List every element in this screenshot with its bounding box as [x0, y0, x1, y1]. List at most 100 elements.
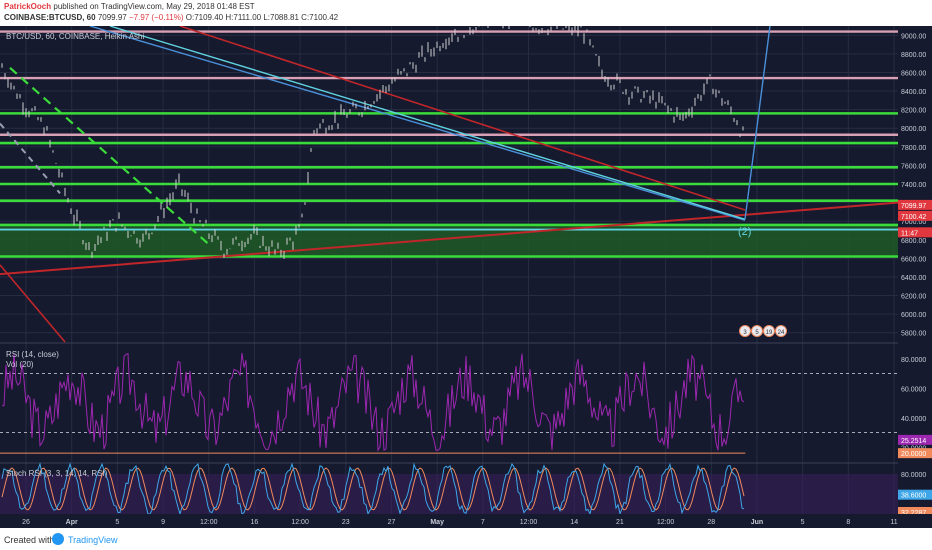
price-tick-label: 7800.00: [901, 145, 926, 152]
price-tick-label: 6000.00: [901, 312, 926, 319]
footer: Created with TradingView: [0, 528, 932, 550]
time-tick-label: 12:00: [291, 519, 309, 526]
stoch-band: [0, 474, 898, 514]
price-tag: [898, 199, 932, 210]
footer-created-with: Created with: [4, 535, 55, 545]
stoch-d-line: [1, 467, 745, 511]
time-tick-label: 5: [801, 519, 805, 526]
rsi-line: [1, 352, 745, 452]
tradingview-logo-icon: [52, 533, 64, 545]
price-tick-label: 6400.00: [901, 275, 926, 282]
event-icon: [739, 325, 751, 337]
main-pane-title: BTC/USD, 60, COINBASE, Heikin Ashi: [6, 32, 144, 41]
price-tick-label: 8200.00: [901, 108, 926, 115]
stoch-d-tag-label: 32.2287: [901, 510, 926, 517]
vol-tag-label: 20.0000: [901, 451, 926, 458]
rsi-tag-label: 25.2514: [901, 438, 926, 445]
author-name[interactable]: PatrickOoch: [4, 2, 52, 11]
rsi-pane-title: RSI (14, close): [6, 350, 59, 359]
stoch-tick-label: 80.0000: [901, 472, 926, 479]
red-downtrend-line: [179, 26, 746, 211]
stoch-rsi-pane: [1, 462, 745, 516]
event-icon-label: 19: [766, 330, 773, 336]
price-tick-label: 8000.00: [901, 126, 926, 133]
event-icon: [751, 325, 763, 337]
grey-dashed-line: [0, 122, 61, 194]
rsi-tick-label: 80.0000: [901, 357, 926, 364]
price-tick-label: 6200.00: [901, 294, 926, 301]
axis-background: [898, 26, 932, 514]
price-tag: [898, 227, 932, 238]
price-tick-label: 8800.00: [901, 52, 926, 59]
rsi-tag: [898, 434, 932, 445]
price-tag: [898, 210, 932, 221]
stoch-pane-title: Stoch RSI (3, 3, 14, 14, RSI): [6, 469, 108, 478]
price-tick-label: 8400.00: [901, 89, 926, 96]
blue-trend-line: [89, 26, 746, 221]
time-tick-label: 5: [115, 519, 119, 526]
rsi-pane: [0, 352, 898, 454]
time-tick-label: Jun: [751, 519, 763, 526]
time-axis-background: [0, 514, 932, 528]
price-tick-label: 5800.00: [901, 331, 926, 338]
time-tick-label: 28: [707, 519, 715, 526]
price-tick-label: 7000.00: [901, 219, 926, 226]
event-icon-label: 24: [778, 330, 785, 336]
time-tick-label: 8: [846, 519, 850, 526]
ohlc-low: L:7088.81: [263, 13, 299, 22]
price-change: −7.97 (−0.11%): [128, 13, 184, 22]
price-axis: 9000.00 8800.00 8600.00 8400.00 8200.00 8000.…: [898, 26, 932, 519]
price-tick-label: 8600.00: [901, 70, 926, 77]
red-short-line: [0, 264, 66, 343]
stoch-k-line: [1, 462, 745, 516]
stoch-d-tag: [898, 507, 932, 517]
event-icon: [763, 325, 775, 337]
time-tick-label: 9: [161, 519, 165, 526]
time-tick-label: 23: [342, 519, 350, 526]
price-tick-label: 9000.00: [901, 33, 926, 40]
projection-line: [744, 26, 771, 220]
cyan-trend-line: [109, 26, 746, 220]
price-tag-label: 7100.42: [901, 214, 926, 221]
stoch-k-tag: [898, 489, 932, 500]
time-tick-label: 7: [481, 519, 485, 526]
time-tick-label: 12:00: [200, 519, 218, 526]
wave-label: (2): [738, 226, 751, 238]
ohlc-high: H:7111.00: [225, 13, 262, 22]
red-uptrend-line: [0, 201, 899, 276]
rsi-tick-label: 40.0000: [901, 416, 926, 423]
time-tick-label: 14: [570, 519, 578, 526]
price-tick-label: 7400.00: [901, 182, 926, 189]
price-tag-label: 7099.97: [901, 203, 926, 210]
price-tick-label: 7600.00: [901, 163, 926, 170]
ohlc-open: O:7109.40: [185, 13, 224, 22]
time-tick-label: May: [430, 519, 444, 526]
event-icon-label: 5: [755, 330, 759, 336]
time-axis: 26 Apr 5 9 12:00 16 12:00 23 27 May 7 12:00 14 21 12:0…: [0, 514, 932, 528]
event-icon-label: 3: [743, 330, 747, 336]
horizontal-levels: [0, 30, 898, 258]
price-tick-label: 6800.00: [901, 238, 926, 245]
rsi-tick-label: 60.0000: [901, 386, 926, 393]
time-tick-label: Apr: [66, 519, 78, 526]
time-tick-label: 16: [251, 519, 259, 526]
time-tick-label: 12:00: [657, 519, 675, 526]
trend-lines: [0, 26, 899, 343]
time-tick-label: 21: [616, 519, 624, 526]
time-tick-label: 11: [890, 519, 897, 526]
time-tick-label: 27: [388, 519, 396, 526]
last-price: 7099.97: [97, 13, 127, 22]
price-series: (2) 3 5 19 24: [1, 26, 787, 337]
time-tick-label: 12:00: [520, 519, 538, 526]
price-tag-label: 11:47: [901, 230, 918, 237]
publish-info: published on TradingView.com, May 29, 20…: [53, 2, 255, 11]
chart-canvas[interactable]: (2)3 5 19 24 9000.008800.008600.008400.0082…: [0, 26, 932, 528]
event-icon: [775, 325, 787, 337]
vol-pane-title: Vol (20): [6, 360, 34, 369]
footer-brand[interactable]: TradingView: [68, 535, 118, 545]
ohlc-close: C:7100.42: [301, 13, 339, 22]
stoch-k-tag-label: 38.6000: [901, 493, 926, 500]
price-tick-label: 6600.00: [901, 256, 926, 263]
time-tick-label: 26: [22, 519, 30, 526]
symbol-label: COINBASE:BTCUSD, 60: [4, 13, 96, 22]
